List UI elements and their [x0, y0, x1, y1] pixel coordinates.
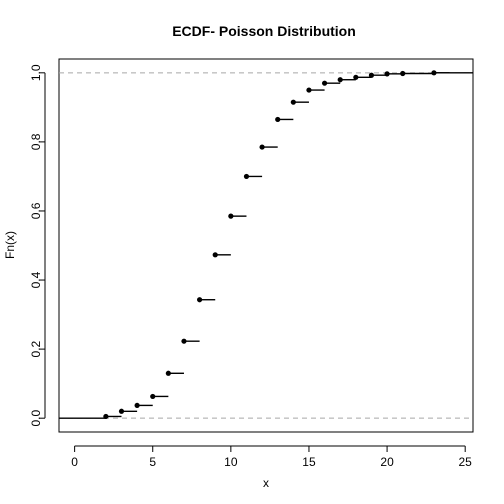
step-point	[290, 99, 296, 105]
step-point	[103, 413, 109, 420]
step-point	[306, 87, 312, 93]
step-point	[321, 80, 328, 86]
y-tick-label: 0.8	[29, 133, 43, 150]
x-tick-label: 0	[71, 455, 78, 469]
x-tick-label: 25	[459, 455, 473, 469]
step-point	[431, 70, 437, 76]
y-tick-label: 0.0	[29, 410, 43, 427]
y-tick-label: 0.4	[29, 271, 43, 288]
step-point	[400, 70, 406, 77]
step-point	[243, 173, 250, 180]
y-tick-label: 1.0	[29, 64, 43, 81]
step-point	[197, 297, 203, 303]
step-point	[353, 74, 359, 80]
x-tick-label: 10	[224, 455, 238, 469]
step-point	[165, 370, 171, 376]
step-point	[259, 144, 265, 150]
chart-title: ECDF- Poisson Distribution	[172, 23, 356, 39]
step-point	[181, 338, 187, 344]
y-tick-label: 0.2	[29, 340, 43, 357]
x-tick-label: 5	[149, 455, 156, 469]
step-point	[134, 402, 140, 409]
step-point	[228, 213, 234, 219]
step-point	[337, 77, 343, 83]
step-point	[384, 71, 390, 77]
x-tick-label: 20	[380, 455, 394, 469]
x-axis-label: x	[263, 476, 269, 490]
step-points	[103, 70, 437, 420]
plot-frame	[58, 58, 474, 433]
step-point	[368, 72, 375, 78]
y-axis: 0.0 0.2 0.4 0.6 0.8 1.0	[29, 64, 46, 427]
y-axis-label: Fn(x)	[3, 231, 17, 259]
step-point	[275, 116, 281, 123]
step-segments	[59, 72, 473, 419]
step-point	[118, 408, 125, 414]
step-point	[212, 252, 218, 258]
y-tick-label: 0.6	[29, 202, 43, 219]
x-tick-label: 15	[302, 455, 316, 469]
step-point	[150, 393, 156, 400]
reference-lines	[59, 72, 473, 419]
x-axis: 0 5 10 15 20 25	[71, 445, 473, 469]
